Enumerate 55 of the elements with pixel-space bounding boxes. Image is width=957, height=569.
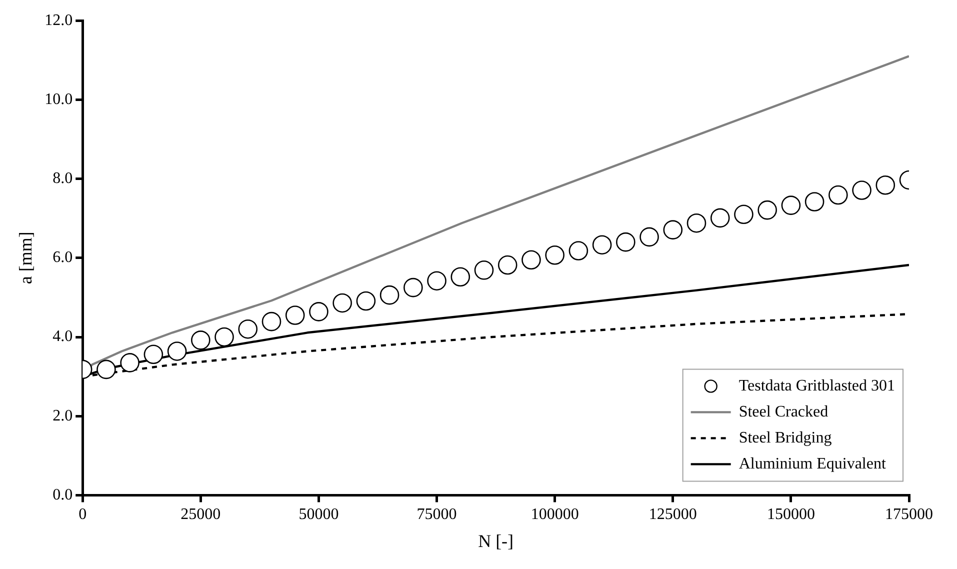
y-tick-label: 12.0 (44, 12, 73, 29)
point (332, 293, 352, 313)
x-tick-label: 150000 (766, 506, 815, 524)
point (734, 204, 754, 224)
x-tick-label: 0 (78, 506, 87, 524)
x-tick-label: 100000 (530, 506, 579, 524)
point (568, 241, 588, 260)
point (262, 312, 282, 332)
point (309, 302, 328, 322)
point (474, 260, 494, 280)
point (285, 306, 305, 325)
point (545, 245, 564, 265)
point (214, 327, 234, 347)
point (238, 319, 258, 339)
legend-label: Testdata Gritblasted 301 (738, 377, 895, 394)
point (522, 250, 541, 270)
x-tick-label: 175000 (885, 506, 933, 524)
point (663, 220, 683, 240)
point (450, 267, 470, 287)
x-tick-label: 125000 (648, 506, 697, 524)
y-tick-label: 10.0 (44, 90, 73, 108)
point (498, 255, 518, 275)
x-tick-label: 25000 (180, 506, 221, 524)
point (120, 353, 140, 372)
x-axis-title: N [-] (478, 530, 514, 551)
point (356, 291, 376, 311)
point (427, 271, 446, 290)
point (758, 200, 777, 220)
point (380, 285, 400, 305)
point (592, 235, 612, 254)
point (852, 180, 872, 200)
point (144, 344, 164, 364)
point (167, 342, 187, 361)
y-tick-label: 2.0 (52, 407, 73, 424)
point (404, 278, 423, 298)
point (686, 213, 706, 233)
y-tick-label: 4.0 (52, 328, 73, 346)
x-tick-label: 75000 (416, 506, 457, 524)
legend-label: Steel Bridging (738, 429, 832, 446)
point (876, 175, 896, 195)
y-tick-label: 6.0 (52, 249, 73, 266)
point (828, 185, 848, 205)
y-axis-title: a [mm] (16, 232, 36, 284)
point (616, 232, 636, 252)
y-tick-label: 0.0 (52, 486, 73, 504)
legend-label: Aluminium Equivalent (738, 455, 886, 472)
point (191, 330, 210, 350)
y-tick-label: 8.0 (52, 170, 73, 188)
x-tick-label: 50000 (298, 506, 339, 524)
point (781, 196, 801, 215)
point (640, 227, 659, 247)
point (710, 208, 730, 228)
legend-label: Steel Cracked (738, 403, 828, 420)
point (804, 192, 824, 212)
point (96, 360, 116, 380)
